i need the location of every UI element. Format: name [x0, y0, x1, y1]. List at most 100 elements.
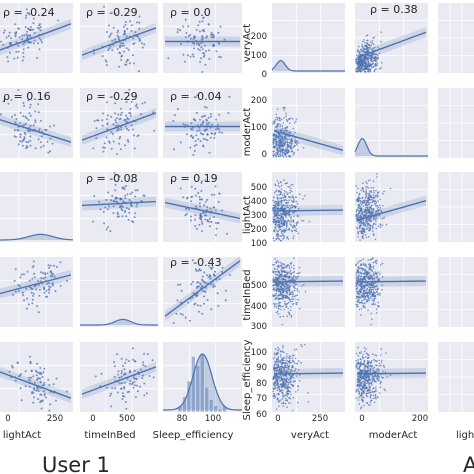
scatter-point [40, 399, 43, 402]
scatter-point [290, 190, 293, 193]
scatter-point [370, 44, 373, 47]
scatter-point [289, 262, 292, 265]
scatter-point [25, 117, 28, 120]
scatter-point [285, 151, 288, 154]
scatter-point [21, 34, 24, 37]
scatter-point [2, 43, 5, 46]
scatter-point [275, 145, 277, 147]
scatter-point [284, 198, 287, 201]
scatter-point [276, 219, 279, 222]
scatter-point [198, 198, 201, 201]
scatter-point [116, 211, 119, 214]
scatter-point [358, 51, 361, 54]
scatter-point [39, 26, 42, 28]
scatter-point [116, 353, 119, 356]
scatter-point [274, 258, 277, 260]
scatter-point [24, 370, 27, 373]
scatter-point [17, 289, 20, 292]
left-panel-r4c3 [163, 255, 242, 327]
right-panel-r5c2 [355, 342, 428, 412]
scatter-point [128, 382, 131, 385]
scatter-point [285, 202, 287, 205]
scatter-point [284, 274, 286, 277]
scatter-point [210, 36, 213, 39]
scatter-point [368, 193, 371, 196]
scatter-point [295, 228, 298, 230]
scatter-point [378, 362, 381, 365]
scatter-point [290, 187, 292, 190]
scatter-point [292, 264, 295, 267]
scatter-point [298, 360, 300, 362]
scatter-point [289, 306, 292, 308]
scatter-point [122, 25, 125, 28]
x-label-moderAct: moderAct [369, 430, 418, 441]
scatter-point [123, 50, 125, 53]
scatter-point [370, 289, 373, 291]
scatter-point [289, 309, 292, 311]
scatter-point [293, 224, 296, 227]
scatter-point [278, 308, 280, 310]
scatter-point [379, 386, 382, 389]
caption-cut: A [463, 453, 474, 474]
scatter-point [290, 384, 293, 386]
scatter-point [285, 392, 288, 395]
scatter-point [286, 236, 288, 239]
scatter-point [123, 119, 126, 122]
scatter-point [289, 189, 291, 192]
scatter-point [273, 221, 275, 223]
scatter-point [127, 140, 130, 143]
scatter-point [282, 380, 284, 382]
scatter-point [25, 145, 28, 148]
scatter-point [198, 268, 201, 271]
scatter-point [277, 190, 280, 193]
scatter-point [373, 189, 375, 192]
scatter-point [228, 274, 231, 277]
scatter-point [283, 381, 285, 384]
scatter-point [366, 186, 369, 188]
scatter-point [113, 172, 116, 175]
scatter-point [355, 274, 358, 276]
scatter-point [213, 216, 216, 218]
scatter-point [291, 409, 294, 412]
scatter-point [376, 173, 378, 175]
scatter-point [26, 297, 29, 300]
scatter-point [356, 191, 358, 194]
scatter-point [288, 355, 291, 357]
scatter-point [22, 48, 25, 51]
scatter-point [278, 137, 280, 140]
scatter-point [14, 379, 17, 382]
scatter-point [131, 381, 134, 384]
scatter-point [279, 151, 282, 154]
scatter-point [375, 227, 378, 230]
scatter-point [298, 266, 301, 269]
scatter-point [282, 389, 284, 392]
scatter-point [280, 202, 283, 205]
scatter-point [13, 114, 16, 116]
scatter-point [285, 155, 288, 158]
scatter-point [208, 217, 211, 220]
scatter-point [371, 204, 373, 207]
scatter-point [203, 295, 205, 298]
scatter-point [286, 145, 289, 147]
scatter-point [286, 291, 289, 294]
scatter-point [105, 228, 108, 231]
scatter-point [290, 221, 293, 223]
scatter-point [290, 148, 293, 150]
scatter-point [285, 266, 288, 269]
scatter-point [187, 301, 190, 304]
x-tick-veryAct-0: 0 [275, 414, 280, 424]
scatter-point [279, 265, 282, 267]
scatter-point [208, 220, 211, 223]
scatter-point [285, 397, 287, 400]
scatter-point [282, 346, 284, 349]
scatter-point [278, 405, 280, 408]
scatter-point [106, 208, 109, 211]
scatter-point [274, 362, 277, 364]
scatter-point [355, 54, 358, 57]
scatter-point [201, 289, 204, 292]
scatter-point [355, 359, 358, 362]
scatter-point [362, 258, 365, 261]
scatter-point [125, 407, 128, 410]
scatter-point [197, 310, 200, 313]
scatter-point [102, 210, 105, 213]
